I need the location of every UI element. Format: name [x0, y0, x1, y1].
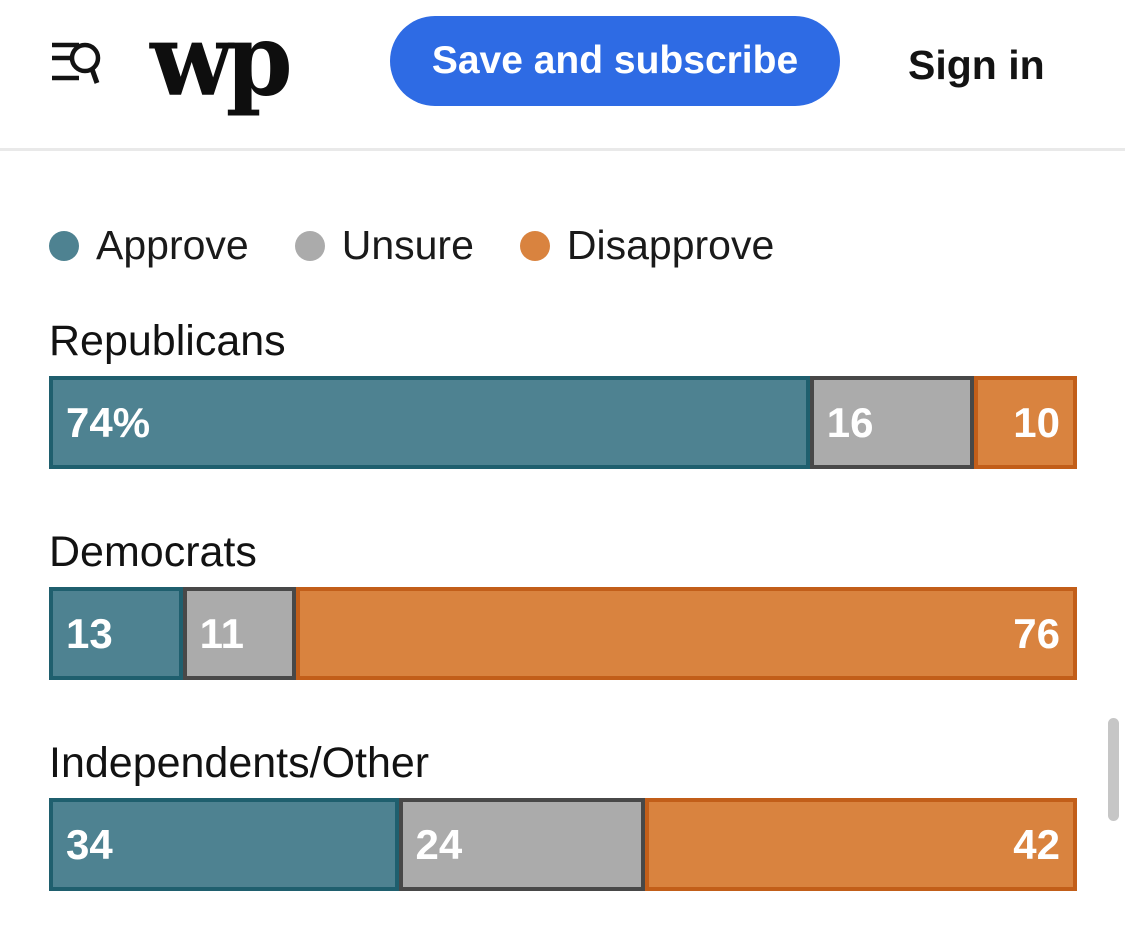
- legend-label-approve: Approve: [96, 222, 249, 268]
- segment-value-label: 76: [1013, 609, 1060, 657]
- chart-area: Approve Unsure Disapprove Republicans 74%…: [49, 222, 1077, 891]
- bar-segment-unsure: 16: [809, 376, 975, 469]
- chart-groups: Republicans 74% 16 10 Democrats 13 11 76 Indepen…: [49, 315, 1077, 891]
- chart-group: Republicans 74% 16 10: [49, 315, 1077, 469]
- legend-label-disapprove: Disapprove: [566, 222, 775, 268]
- bar-segment-approve: 13: [49, 587, 183, 680]
- bar-segment-unsure: 24: [398, 798, 646, 891]
- washington-post-logo[interactable]: wp: [150, 5, 293, 114]
- bar-segment-disapprove: 76: [295, 587, 1077, 680]
- menu-search-icon: [52, 42, 101, 84]
- segment-value-label: 74%: [66, 398, 151, 446]
- segment-value-label: 34: [66, 820, 113, 868]
- stacked-bar: 34 24 42: [49, 798, 1077, 891]
- group-title: Democrats: [49, 528, 257, 576]
- segment-value-label: 11: [199, 609, 245, 657]
- legend-item-disapprove: Disapprove: [519, 222, 775, 269]
- group-title: Republicans: [49, 317, 286, 365]
- chart-group: Independents/Other 34 24 42: [49, 737, 1077, 891]
- bar-segment-approve: 74%: [49, 376, 810, 469]
- stacked-bar: 13 11 76: [49, 587, 1077, 680]
- chart-group: Democrats 13 11 76: [49, 526, 1077, 680]
- unsure-dot-icon: [294, 230, 325, 261]
- washington-post-logo-text: wp: [150, 0, 293, 119]
- bar-segment-approve: 34: [49, 798, 399, 891]
- chart-legend: Approve Unsure Disapprove: [49, 222, 1077, 269]
- legend-label-unsure: Unsure: [341, 222, 474, 268]
- legend-item-approve: Approve: [49, 222, 249, 269]
- app-header: wp Save and subscribe Sign in: [0, 0, 1125, 151]
- bar-segment-unsure: 11: [182, 587, 296, 680]
- approve-dot-icon: [49, 230, 79, 261]
- scrollbar-thumb[interactable]: [1108, 718, 1119, 821]
- segment-value-label: 13: [66, 609, 113, 657]
- segment-value-label: 42: [1013, 820, 1060, 868]
- group-title: Independents/Other: [49, 739, 430, 787]
- segment-value-label: 10: [1013, 398, 1060, 446]
- stacked-bar: 74% 16 10: [49, 376, 1077, 469]
- bar-segment-disapprove: 42: [645, 798, 1077, 891]
- segment-value-label: 24: [415, 820, 463, 868]
- legend-item-unsure: Unsure: [294, 222, 474, 269]
- sign-in-link[interactable]: Sign in: [908, 42, 1045, 88]
- save-and-subscribe-button[interactable]: Save and subscribe: [390, 16, 840, 106]
- menu-search-button[interactable]: [42, 30, 110, 98]
- segment-value-label: 16: [826, 398, 874, 446]
- disapprove-dot-icon: [519, 230, 550, 261]
- bar-segment-disapprove: 10: [974, 376, 1077, 469]
